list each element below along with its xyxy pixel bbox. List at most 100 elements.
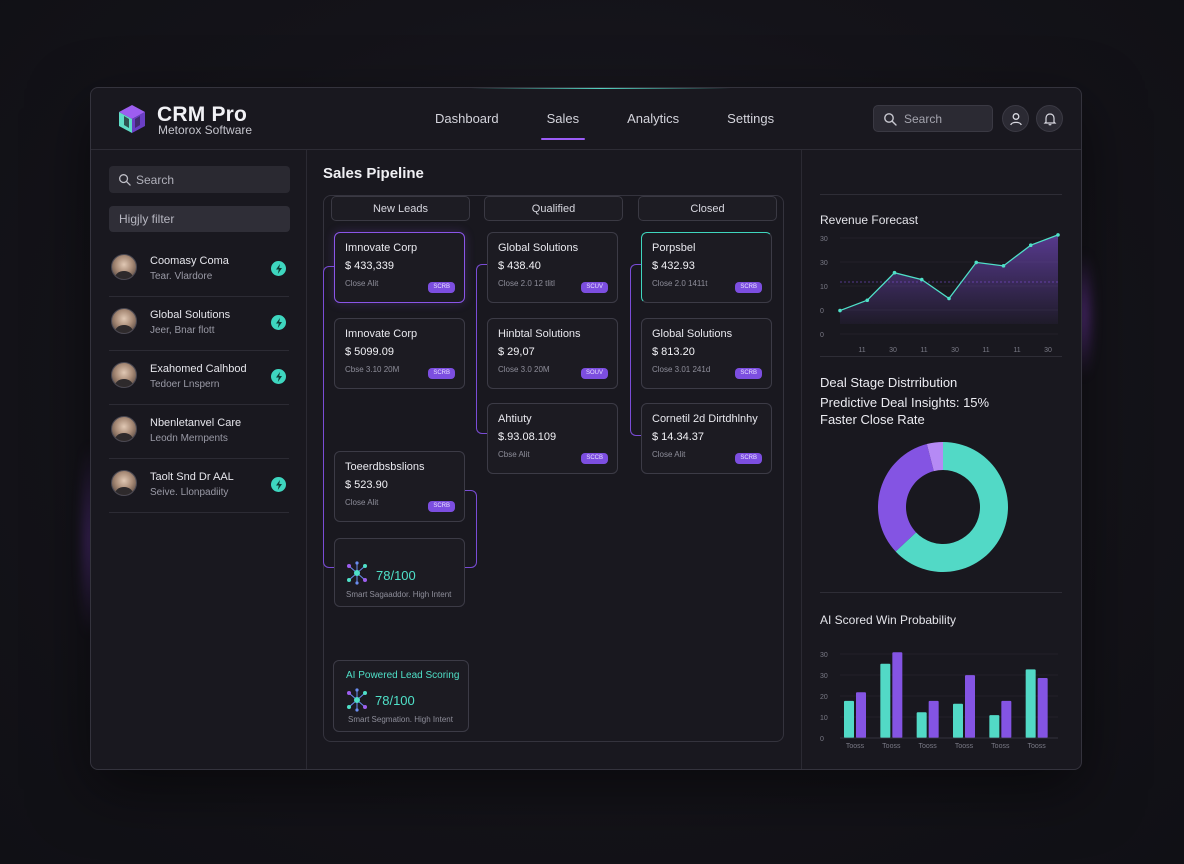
- win-probability-chart: 30 30 20 10 0 Tooss Tooss Tooss Tooss Tooss Tooss: [820, 652, 1058, 750]
- ai-lead-scoring-card[interactable]: AI Powered Lead Scoring 78/100 Smart Seg…: [333, 660, 469, 732]
- x-tick-label: 30: [1044, 347, 1052, 352]
- deal-card[interactable]: Porpsbel $ 432.93 Close 2.0 1411t SCRB: [641, 232, 772, 303]
- deal-close-date: Close 2.0 12 tlitl: [498, 279, 555, 288]
- deal-card[interactable]: Imnovate Corp $ 5099.09 Cbse 3.10 20M SC…: [334, 318, 465, 389]
- column-header-closed[interactable]: Closed: [638, 196, 777, 221]
- win-probability-bar: [892, 652, 903, 738]
- forecast-point: [838, 308, 842, 313]
- deal-amount: $ 14.34.37: [652, 431, 704, 443]
- forecast-point: [1056, 233, 1060, 237]
- nav-analytics[interactable]: Analytics: [627, 111, 680, 126]
- brand-title: CRM Pro: [157, 103, 248, 126]
- deal-close-date: Close 2.0 1411t: [652, 279, 708, 288]
- sidebar-search-input[interactable]: [136, 171, 286, 189]
- search-icon: [119, 174, 131, 186]
- donut-slice: [878, 444, 934, 552]
- contact-item[interactable]: Coomasy Coma Tear. Vlardore: [109, 243, 289, 297]
- nav-sales[interactable]: Sales: [535, 88, 592, 150]
- avatar: [111, 362, 137, 388]
- divider: [820, 356, 1062, 357]
- forecast-point: [892, 270, 897, 275]
- header-search-input[interactable]: [904, 110, 988, 128]
- deal-card[interactable]: Global Solutions $ 438.40 Close 2.0 12 t…: [487, 232, 618, 303]
- contact-subtitle: Seive. Llonpadiity: [150, 487, 229, 498]
- contact-item[interactable]: Exahomed Calhbod Tedoer Lnspern: [109, 351, 289, 405]
- bolt-icon[interactable]: [271, 315, 286, 330]
- deal-close-date: Close 3.01 241d: [652, 365, 711, 374]
- bolt-icon[interactable]: [271, 369, 286, 384]
- donut-slice: [895, 442, 1008, 572]
- column-header-qualified[interactable]: Qualified: [484, 196, 623, 221]
- user-button[interactable]: [1002, 105, 1029, 132]
- column-header-new-leads[interactable]: New Leads: [331, 196, 470, 221]
- contact-name: Global Solutions: [150, 309, 231, 321]
- deal-card[interactable]: Toeerdbsbslions $ 523.90 Close Alit SCRB: [334, 451, 465, 522]
- x-tick-label: Tooss: [882, 743, 901, 750]
- forecast-point: [919, 277, 924, 282]
- deal-close-date: Close Alit: [345, 279, 379, 288]
- x-tick-label: Tooss: [846, 743, 865, 750]
- pipeline-connector: [323, 266, 335, 568]
- contact-item[interactable]: Taolt Snd Dr AAL Seive. Llonpadiity: [109, 459, 289, 513]
- search-icon: [884, 113, 897, 126]
- y-tick-label: 30: [820, 673, 828, 680]
- network-icon: [347, 688, 367, 712]
- deal-stage-donut-chart: [878, 442, 1008, 572]
- win-probability-bar: [880, 663, 891, 738]
- deal-amount: $ 433,339: [345, 260, 394, 272]
- score-chip: SCRB: [735, 282, 762, 293]
- avatar: [111, 416, 137, 442]
- donut-slice: [926, 442, 943, 472]
- contact-name: Exahomed Calhbod: [150, 363, 247, 375]
- contact-item[interactable]: Global Solutions Jeer, Bnar flott: [109, 297, 289, 351]
- nav-settings[interactable]: Settings: [727, 111, 775, 126]
- win-probability-bar: [965, 675, 975, 738]
- deal-name: Imnovate Corp: [345, 242, 418, 254]
- header-search[interactable]: [873, 105, 993, 132]
- top-glow: [471, 88, 731, 89]
- y-tick-label: 10: [820, 284, 828, 291]
- bolt-icon[interactable]: [271, 261, 286, 276]
- deal-close-date: Close 3.0 20M: [498, 365, 550, 374]
- deal-card[interactable]: Ahtiuty $.93.08.109 Cbse Alit SCCB: [487, 403, 618, 474]
- bolt-icon[interactable]: [271, 477, 286, 492]
- win-probability-title: AI Scored Win Probability: [820, 613, 957, 627]
- contact-subtitle: Tear. Vlardore: [150, 271, 213, 282]
- deal-amount: $ 29,07: [498, 346, 535, 358]
- deal-card[interactable]: Imnovate Corp $ 433,339 Close Alit SCRB: [334, 232, 465, 303]
- avatar: [111, 254, 137, 280]
- deal-amount: $ 813.20: [652, 346, 695, 358]
- deal-card[interactable]: Hinbtal Solutions $ 29,07 Close 3.0 20M …: [487, 318, 618, 389]
- contact-name: Taolt Snd Dr AAL: [150, 471, 234, 483]
- contact-item[interactable]: Nbenletanvel Care Leodn Mernpents: [109, 405, 289, 459]
- win-probability-bar: [928, 700, 939, 738]
- deal-amount: $ 432.93: [652, 260, 695, 272]
- deal-stage-title: Deal Stage Distrribution: [820, 375, 958, 390]
- x-tick-label: 11: [858, 347, 865, 352]
- sidebar-search[interactable]: [109, 166, 290, 193]
- lead-score-card[interactable]: 78/100 Smart Sagaaddor. High Intent: [334, 538, 465, 607]
- x-tick-label: Tooss: [955, 743, 974, 750]
- forecast-point: [947, 296, 951, 301]
- y-tick-label: 30: [820, 260, 828, 267]
- score-chip: SOUV: [580, 368, 608, 379]
- filter-dropdown[interactable]: Higjly filter: [109, 206, 290, 232]
- deal-name: Ahtiuty: [498, 413, 532, 425]
- y-tick-label: 30: [820, 652, 828, 659]
- app-window: CRM Pro Metorox Software Dashboard Sales…: [90, 87, 1082, 770]
- deal-name: Toeerdbsbslions: [345, 461, 425, 473]
- nav-dashboard[interactable]: Dashboard: [435, 111, 499, 126]
- ai-scoring-value: 78/100: [375, 693, 415, 708]
- win-probability-bar: [989, 715, 1000, 738]
- deal-card[interactable]: Global Solutions $ 813.20 Close 3.01 241…: [641, 318, 772, 389]
- deal-amount: $.93.08.109: [498, 431, 557, 443]
- deal-card[interactable]: Cornetil 2d Dirtdhlnhy $ 14.34.37 Close …: [641, 403, 772, 474]
- notifications-button[interactable]: [1036, 105, 1063, 132]
- revenue-forecast-chart: 30 30 10 0 0 11 30 11 30 11 11 30: [820, 233, 1060, 352]
- pipeline-connector: [465, 490, 477, 568]
- x-tick-label: Tooss: [991, 743, 1010, 750]
- win-probability-bar: [916, 712, 927, 738]
- lead-score-value: 78/100: [376, 568, 416, 583]
- sidebar: Higjly filter Coomasy Coma Tear. Vlardor…: [91, 150, 307, 769]
- deal-close-date: Close Alit: [652, 450, 686, 459]
